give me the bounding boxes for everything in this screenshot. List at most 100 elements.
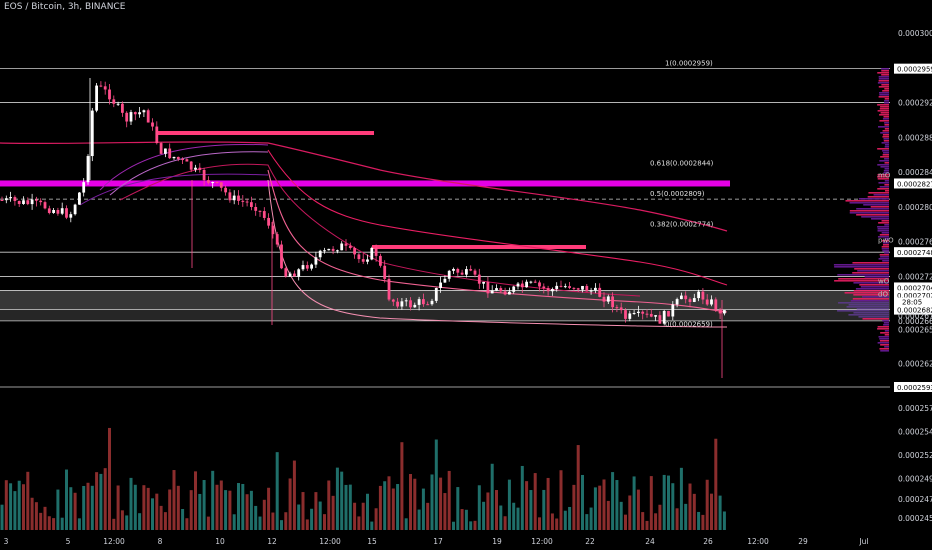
ma-curve-7 (79, 173, 269, 206)
volume-profile-bar (877, 176, 889, 178)
volume-bar (636, 489, 640, 530)
volume-bar (30, 497, 34, 530)
volume-bar (593, 487, 597, 530)
candle-body (572, 287, 576, 289)
volume-profile-bar (884, 122, 889, 124)
volume-profile-bar (879, 92, 889, 94)
volume-profile-bar (882, 242, 889, 244)
candle-body (318, 250, 322, 258)
volume-bar (271, 512, 275, 530)
volume-bar (323, 514, 326, 530)
candle-body (404, 300, 408, 302)
magenta-level-band (0, 180, 730, 187)
candle-body (224, 187, 227, 193)
candle-body (0, 200, 4, 201)
ma-curve-3 (267, 179, 728, 328)
volume-bar (662, 474, 666, 530)
volume-bar (116, 485, 120, 530)
candle-body (714, 299, 718, 310)
volume-profile-bar (882, 250, 889, 252)
volume-bar (507, 479, 511, 530)
volume-bar (718, 495, 722, 530)
volume-profile-bar (844, 292, 889, 294)
time-tick-16: Jul (858, 537, 868, 546)
volume-profile-bar (846, 306, 889, 308)
price-tag-1: 0.0002959 (897, 66, 932, 74)
candle-body (473, 270, 477, 275)
price-tag-12: 0.0002682 (897, 307, 932, 315)
volume-bar (692, 493, 696, 530)
volume-bar (452, 521, 455, 530)
time-tick-7: 15 (367, 537, 377, 546)
volume-bar (77, 518, 81, 530)
volume-bar (624, 514, 627, 530)
volume-bar (619, 501, 623, 530)
volume-bar (409, 474, 412, 530)
candle-body (108, 89, 111, 100)
candle-body (176, 156, 180, 160)
time-tick-1: 5 (66, 537, 71, 546)
candle-body (701, 291, 705, 300)
candle-body (254, 206, 258, 211)
volume-bar (219, 480, 223, 530)
time-tick-12: 24 (645, 537, 655, 546)
candle-body (172, 156, 176, 159)
volume-bar (146, 487, 150, 530)
volume-bar (0, 504, 4, 530)
volume-bar (542, 489, 546, 530)
volume-profile-bar (870, 206, 889, 208)
time-tick-0: 3 (4, 537, 9, 546)
volume-bar (426, 502, 430, 530)
volume-bar (159, 505, 163, 530)
volume-profile-bar (879, 254, 889, 256)
fib-label-0: 1(0.0002959) (665, 60, 713, 68)
candle-body (327, 248, 331, 251)
volume-profile-bar (878, 78, 889, 80)
candle-body (383, 265, 387, 279)
candle-body (323, 250, 326, 252)
candle-body (606, 296, 610, 302)
candle-body (632, 312, 636, 314)
volume-bar (176, 485, 180, 530)
candle-body (207, 180, 210, 183)
candle-body (654, 315, 657, 317)
volume-bar (430, 474, 434, 530)
volume-bar (65, 469, 68, 530)
time-axis[interactable]: 3 5 12:00 8 10 12 12:00 15 17 19 12:00 22 24 26 12:00 2… (4, 537, 869, 546)
volume-bar (185, 518, 189, 530)
volume-bar (675, 508, 679, 530)
level-marker-dO: dO (878, 291, 888, 299)
volume-profile-bar (849, 202, 889, 204)
volume-profile-bar (879, 120, 889, 122)
candle-body (219, 182, 223, 188)
candle-body (576, 288, 580, 290)
volume-bar (138, 513, 142, 530)
volume-bar (39, 512, 43, 530)
volume-profile-bar (884, 190, 889, 192)
volume-profile-bar (856, 208, 889, 210)
candle-body (680, 295, 683, 300)
fib-label-2: 0.5(0.0002809) (650, 190, 705, 198)
candle-body (490, 290, 494, 294)
volume-bars-layer (0, 427, 726, 530)
volume-bar (391, 488, 395, 530)
candle-body (619, 307, 623, 311)
volume-bar (86, 482, 90, 530)
volume-bar (344, 484, 348, 530)
volume-profile-bar (848, 304, 889, 306)
candle-body (551, 289, 554, 292)
volume-bar (404, 518, 408, 530)
candle-body (35, 199, 38, 201)
volume-profile-bar (853, 294, 889, 296)
volume-profile-bar (877, 148, 889, 150)
volume-bar (314, 492, 318, 530)
volume-profile-bar (858, 198, 889, 200)
candle-body (331, 248, 335, 251)
candles-layer[interactable] (0, 78, 726, 378)
